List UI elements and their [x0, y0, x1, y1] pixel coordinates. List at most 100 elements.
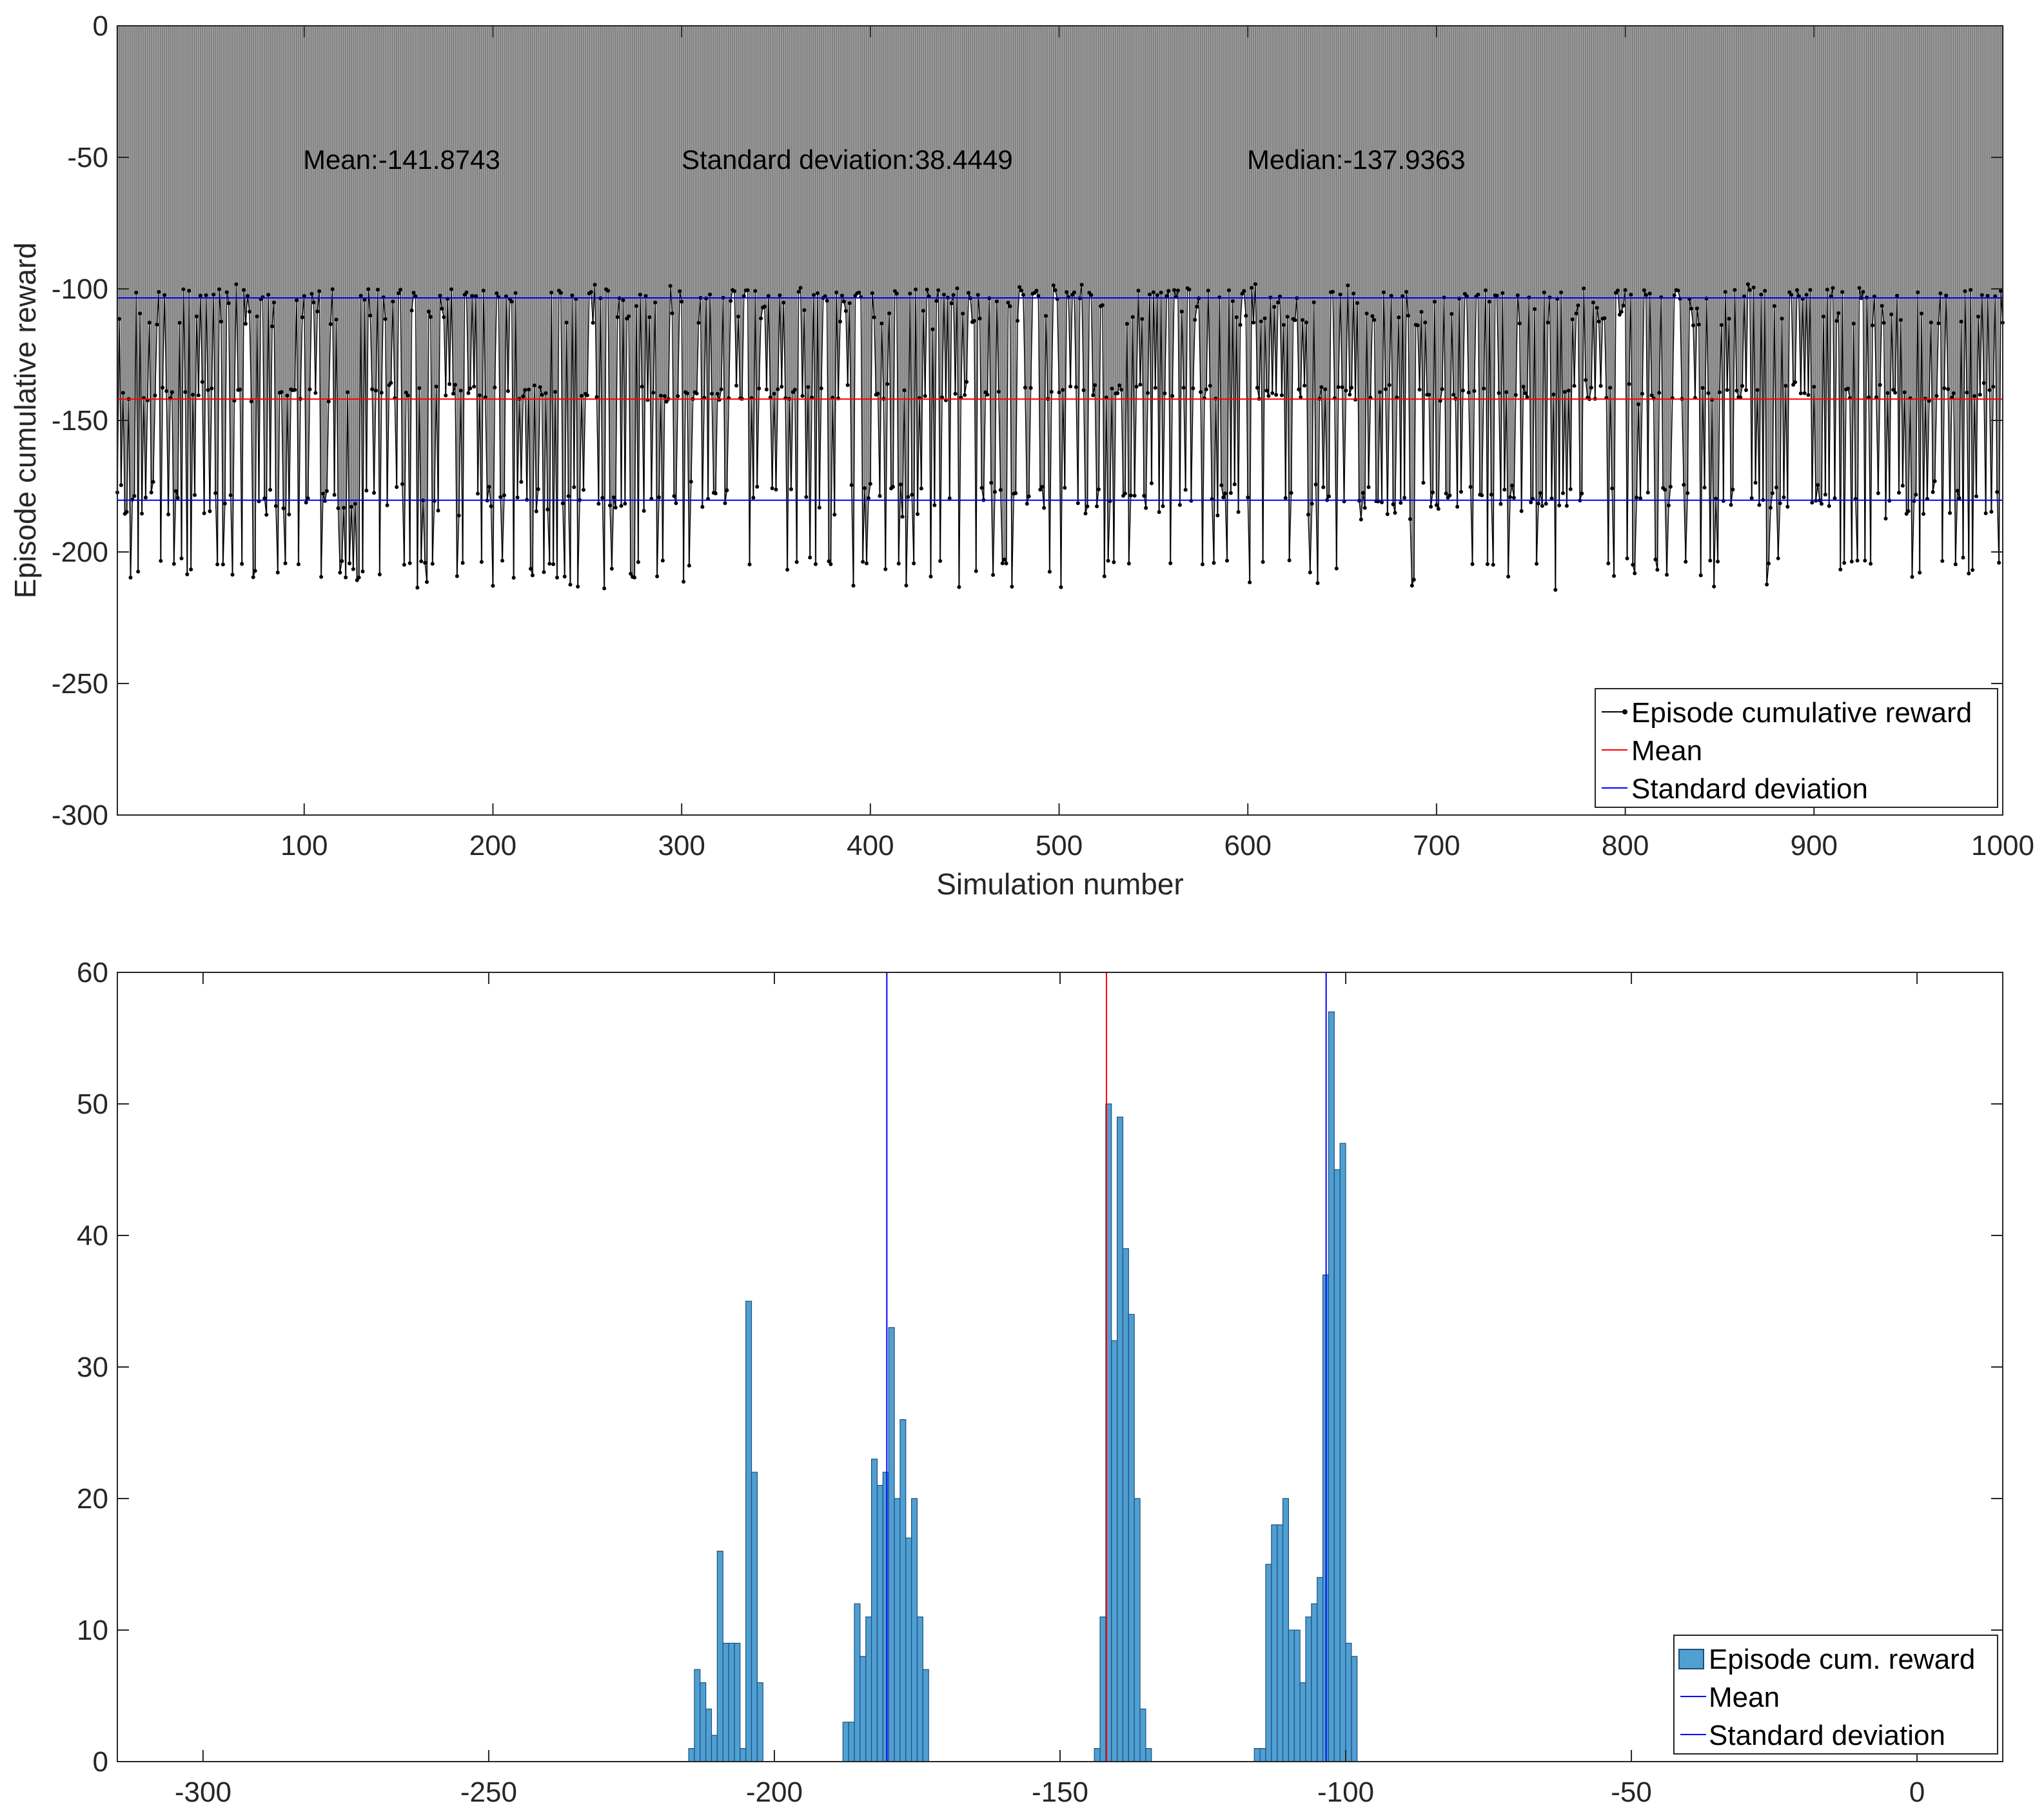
- reward-point: [1836, 311, 1841, 315]
- reward-point: [1682, 482, 1686, 487]
- reward-point: [1157, 510, 1161, 515]
- reward-point: [1047, 569, 1052, 574]
- reward-point: [1544, 502, 1548, 506]
- reward-point: [1134, 384, 1139, 389]
- y-tick-label: -200: [52, 536, 108, 568]
- reward-point: [1914, 493, 1918, 497]
- reward-point: [957, 585, 961, 589]
- reward-point: [1706, 391, 1711, 395]
- reward-point: [553, 389, 558, 394]
- reward-point: [832, 513, 837, 517]
- bottom-legend: Episode cum. reward Mean Standard deviat…: [1673, 1635, 1998, 1755]
- reward-point: [745, 288, 750, 293]
- reward-point: [890, 484, 895, 489]
- reward-point: [1955, 489, 1960, 493]
- histogram-bar: [1128, 1313, 1135, 1762]
- reward-point: [1283, 496, 1288, 500]
- reward-point: [1321, 485, 1326, 489]
- reward-point: [544, 391, 548, 395]
- reward-point: [328, 322, 333, 326]
- reward-point: [423, 560, 427, 565]
- reward-point: [293, 388, 297, 392]
- reward-point: [415, 585, 420, 590]
- reward-point: [1635, 495, 1639, 500]
- reward-point: [985, 393, 990, 397]
- reward-point: [348, 561, 352, 565]
- reward-point: [1040, 485, 1045, 489]
- reward-point: [1672, 293, 1676, 298]
- reward-reference-lines: [117, 297, 2003, 501]
- reward-point: [444, 393, 448, 398]
- reward-point: [313, 391, 318, 395]
- reward-point: [1117, 383, 1122, 388]
- reward-point: [798, 286, 803, 290]
- reward-point: [1717, 390, 1722, 395]
- x-tick-label: -150: [1032, 1776, 1088, 1808]
- reward-point: [183, 390, 188, 395]
- reward-point: [1411, 578, 1416, 582]
- reward-point: [1199, 389, 1203, 394]
- reward-point: [208, 509, 212, 513]
- reward-point: [545, 507, 550, 512]
- reward-point: [1745, 282, 1750, 286]
- reward-point: [1942, 386, 1947, 391]
- reward-point: [1065, 290, 1069, 295]
- histogram-bar: [1139, 1708, 1146, 1762]
- reward-point: [1838, 567, 1843, 572]
- reward-point: [1723, 290, 1727, 294]
- reward-point: [383, 317, 388, 321]
- reward-point: [117, 317, 121, 321]
- reward-point: [151, 480, 155, 484]
- reward-point: [1095, 504, 1099, 509]
- reward-point: [1918, 570, 1922, 575]
- histogram-bar: [1339, 1143, 1346, 1762]
- reward-point: [678, 289, 682, 293]
- histogram-bar: [1094, 1748, 1101, 1762]
- reward-point: [1831, 286, 1835, 290]
- reward-point: [1002, 557, 1007, 562]
- reward-point: [349, 504, 353, 509]
- reward-point: [996, 389, 1001, 394]
- reward-point: [941, 292, 946, 297]
- reward-point: [1063, 486, 1067, 490]
- reward-point: [840, 293, 844, 298]
- reward-point: [1871, 323, 1875, 328]
- reward-point: [1083, 511, 1088, 516]
- reward-point: [161, 386, 165, 390]
- x-tick-label: 100: [280, 830, 328, 861]
- reward-point: [134, 290, 139, 295]
- reward-point: [1236, 510, 1241, 515]
- reward-point: [425, 580, 429, 584]
- reward-point: [1304, 320, 1308, 325]
- reward-point: [1610, 486, 1615, 491]
- reward-point: [632, 575, 636, 580]
- reward-point: [668, 284, 673, 288]
- reward-point: [1112, 560, 1116, 564]
- reward-point: [1338, 292, 1342, 297]
- reward-point: [1602, 316, 1607, 320]
- reward-point: [1668, 484, 1673, 489]
- histogram-bar: [756, 1682, 763, 1762]
- reward-point: [1653, 557, 1658, 562]
- reward-point: [657, 495, 662, 500]
- reward-point: [1902, 390, 1907, 395]
- reward-point: [1272, 305, 1277, 310]
- reward-point: [1177, 503, 1182, 507]
- reward-point: [916, 512, 920, 516]
- reward-point: [1036, 294, 1041, 298]
- reward-point: [1240, 291, 1244, 296]
- reward-point: [925, 288, 929, 292]
- reward-point: [1464, 294, 1469, 299]
- reward-point: [1936, 321, 1941, 326]
- reward-point: [904, 584, 909, 587]
- reward-point: [1285, 315, 1290, 319]
- reward-point: [1796, 294, 1801, 299]
- reward-point: [619, 504, 624, 508]
- reward-point: [1549, 496, 1554, 500]
- reward-point: [883, 567, 888, 571]
- reward-point: [1226, 288, 1231, 293]
- bottom-plot-area: [117, 972, 2003, 1762]
- reward-point: [1631, 562, 1635, 567]
- reward-point: [808, 555, 812, 560]
- histogram-bar: [728, 1642, 735, 1762]
